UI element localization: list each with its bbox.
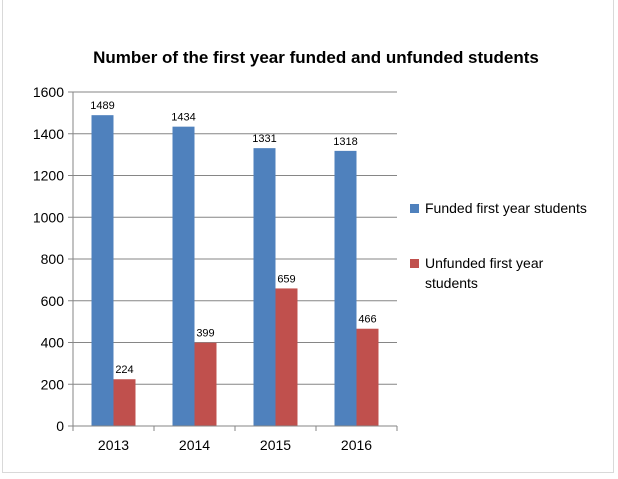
legend-label-line: students (425, 275, 478, 291)
y-tick-label: 600 (41, 293, 65, 309)
funded-bar (334, 150, 357, 426)
legend-label-funded: Funded first year students (425, 200, 587, 216)
legend-label-line: Funded first year students (425, 200, 587, 216)
unfunded-bar (275, 288, 298, 426)
y-tick-label: 800 (41, 251, 65, 267)
funded-bar (253, 148, 276, 426)
y-tick-label: 1400 (33, 126, 64, 142)
chart-title: Number of the first year funded and unfu… (93, 48, 539, 67)
y-tick-label: 1000 (33, 209, 64, 225)
data-label: 1318 (333, 136, 357, 148)
x-tick-label: 2014 (179, 437, 210, 453)
data-label: 399 (196, 328, 214, 340)
x-axis: 2013 2014 2015 2016 (72, 425, 398, 453)
data-label: 1331 (252, 133, 276, 145)
funded-bar (91, 115, 114, 426)
y-tick-label: 1200 (33, 168, 64, 184)
x-tick-label: 2015 (260, 437, 291, 453)
unfunded-bar (113, 379, 136, 426)
x-tick-label: 2016 (341, 437, 372, 453)
legend-swatch-unfunded (410, 259, 419, 268)
x-tick-label: 2013 (98, 437, 129, 453)
bar-chart: Number of the first year funded and unfu… (33, 48, 587, 453)
data-label: 1434 (171, 112, 195, 124)
data-label: 1489 (90, 100, 114, 112)
funded-bar (172, 126, 195, 426)
data-label: 659 (277, 273, 295, 285)
unfunded-bar (356, 328, 379, 426)
unfunded-bar (194, 342, 217, 426)
y-tick-label: 400 (41, 335, 65, 351)
data-label: 466 (358, 314, 376, 326)
data-label: 224 (115, 364, 133, 376)
y-tick-label: 200 (41, 376, 65, 392)
y-axis: 0 200 400 600 800 1000 1200 1400 1600 (33, 84, 74, 434)
y-tick-label: 1600 (33, 84, 64, 100)
legend-swatch-funded (410, 204, 419, 213)
y-tick-label: 0 (56, 418, 64, 434)
legend: Funded first year students Unfunded first… (410, 200, 587, 291)
chart-frame: Number of the first year funded and unfu… (2, 0, 614, 473)
bars: 1489 224 1434 399 1331 659 1318 466 (90, 100, 379, 426)
legend-label-unfunded: Unfunded first year students (425, 255, 544, 291)
legend-label-line: Unfunded first year (425, 255, 544, 271)
